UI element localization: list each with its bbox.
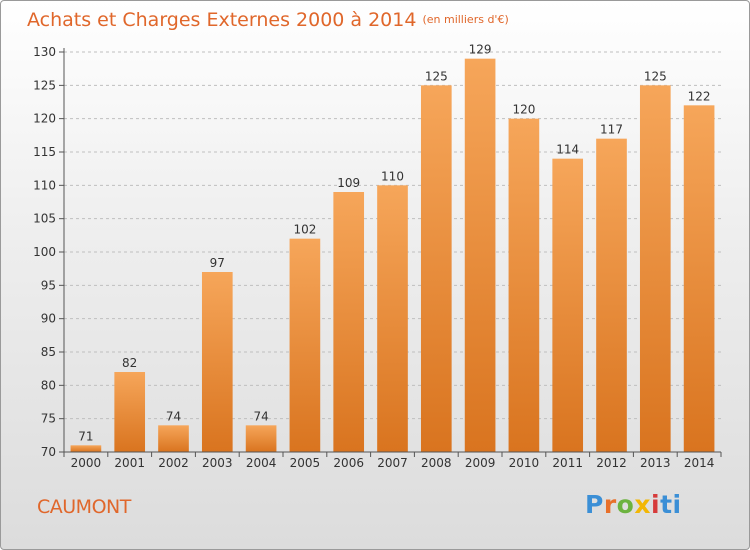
x-tick-label: 2011 bbox=[552, 456, 583, 470]
data-label: 71 bbox=[78, 429, 93, 443]
data-label: 82 bbox=[122, 356, 137, 370]
x-tick-label: 2013 bbox=[640, 456, 671, 470]
x-tick-label: 2012 bbox=[596, 456, 627, 470]
x-tick-label: 2010 bbox=[509, 456, 540, 470]
title-text: Achats et Charges Externes 2000 à 2014 bbox=[27, 9, 417, 31]
bar bbox=[70, 445, 102, 452]
y-tick-label: 75 bbox=[41, 412, 56, 426]
data-label: 109 bbox=[337, 176, 360, 190]
x-tick-label: 2000 bbox=[71, 456, 102, 470]
x-tick-label: 2008 bbox=[421, 456, 452, 470]
bar-chart: 70 75 80 85 90 95 100 105 110 115 120 125 130 2000 200… bbox=[33, 43, 722, 470]
data-label: 129 bbox=[469, 43, 492, 57]
bar bbox=[201, 272, 233, 452]
x-tick-label: 2009 bbox=[465, 456, 496, 470]
bar bbox=[508, 118, 540, 453]
logo-part: ti bbox=[660, 490, 682, 519]
bar bbox=[333, 192, 365, 452]
y-tick-label: 95 bbox=[41, 278, 56, 292]
y-tick-label: 70 bbox=[41, 445, 56, 459]
logo-part: o bbox=[616, 490, 635, 519]
x-tick-label: 2006 bbox=[333, 456, 364, 470]
y-tick-label: 85 bbox=[41, 345, 56, 359]
bar bbox=[552, 158, 584, 452]
place-name: CAUMONT bbox=[37, 496, 131, 518]
y-tick-label: 115 bbox=[33, 145, 56, 159]
data-label: 102 bbox=[293, 223, 316, 237]
y-tick-label: 90 bbox=[41, 312, 56, 326]
y-tick-label: 110 bbox=[33, 178, 56, 192]
x-tick-label: 2007 bbox=[377, 456, 408, 470]
bar bbox=[245, 425, 277, 452]
bar bbox=[420, 85, 452, 452]
bar bbox=[158, 425, 189, 452]
data-label: 74 bbox=[166, 409, 181, 423]
bars bbox=[70, 58, 715, 453]
data-label: 125 bbox=[644, 69, 667, 83]
data-label: 97 bbox=[210, 256, 225, 270]
logo-part: r bbox=[603, 490, 617, 519]
x-tick-label: 2003 bbox=[202, 456, 233, 470]
x-tick-label: 2005 bbox=[290, 456, 321, 470]
bar bbox=[114, 372, 146, 452]
y-tick-label: 130 bbox=[33, 45, 56, 59]
bar bbox=[596, 138, 627, 452]
data-label: 74 bbox=[253, 409, 268, 423]
data-label: 110 bbox=[381, 169, 404, 183]
data-label: 122 bbox=[688, 89, 711, 103]
y-tick-label: 120 bbox=[33, 112, 56, 126]
bar bbox=[639, 85, 671, 452]
logo-part: i bbox=[651, 490, 661, 519]
y-tick-label: 80 bbox=[41, 378, 56, 392]
data-label: 125 bbox=[425, 69, 448, 83]
x-tick-label: 2001 bbox=[114, 456, 145, 470]
logo-part: x bbox=[634, 490, 651, 519]
data-label: 120 bbox=[512, 103, 535, 117]
bar bbox=[377, 185, 408, 453]
y-tick-label: 125 bbox=[33, 78, 56, 92]
logo-part: P bbox=[585, 490, 604, 519]
y-tick-label: 100 bbox=[33, 245, 56, 259]
bar bbox=[289, 238, 321, 452]
y-tick-label: 105 bbox=[33, 212, 56, 226]
data-labels: 71 82 74 97 74 102 109 110 125 129 120 114 117 125 122 bbox=[78, 43, 710, 444]
proxiti-logo[interactable]: Proxiti bbox=[585, 490, 682, 519]
data-label: 117 bbox=[600, 123, 623, 137]
bar bbox=[683, 105, 715, 452]
chart-title: Achats et Charges Externes 2000 à 2014 (e… bbox=[27, 9, 509, 31]
data-label: 114 bbox=[556, 143, 579, 157]
x-tick-label: 2014 bbox=[684, 456, 715, 470]
bar bbox=[464, 58, 496, 453]
axes: 70 75 80 85 90 95 100 105 110 115 120 125 130 2000 200… bbox=[33, 45, 722, 470]
x-tick-label: 2004 bbox=[246, 456, 277, 470]
x-tick-label: 2002 bbox=[158, 456, 189, 470]
title-unit: (en milliers d'€) bbox=[422, 13, 509, 26]
